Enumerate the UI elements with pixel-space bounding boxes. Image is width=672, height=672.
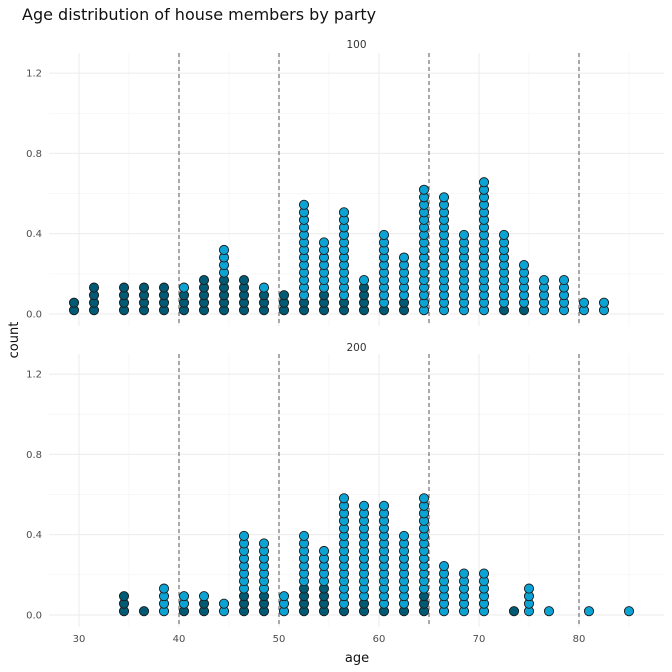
- dot-light: [538, 275, 550, 286]
- dot-light: [458, 568, 470, 579]
- dot-dark: [278, 290, 290, 301]
- y-tick-label: 0.8: [26, 450, 42, 461]
- dot-light: [498, 229, 510, 240]
- dot-light: [258, 538, 270, 549]
- dot-light: [378, 500, 390, 511]
- dot-light: [438, 560, 450, 572]
- dot-light: [358, 500, 370, 511]
- dot-light: [298, 530, 310, 541]
- dot-light: [158, 583, 170, 594]
- x-axis-title: age: [345, 651, 369, 666]
- y-tick-label: 0.4: [26, 229, 42, 240]
- dot-light: [418, 493, 430, 504]
- x-tick-label: 70: [473, 634, 486, 645]
- facet-panels: 0.0 0.4 0.8 1.2 100 0.0 0.4 0.8 1.2 200 30 40 50 60 70…: [26, 39, 664, 645]
- dot-light: [583, 606, 595, 617]
- y-tick-label: 0.8: [26, 149, 42, 160]
- dot-light: [218, 244, 230, 256]
- y-tick-label: 0.4: [26, 530, 42, 541]
- dot-light: [523, 583, 535, 594]
- dot-light: [338, 207, 350, 218]
- dot-light: [178, 591, 190, 602]
- dot-dark: [118, 591, 130, 602]
- dot-dark: [138, 606, 150, 617]
- dot-dark: [198, 275, 210, 286]
- x-tick-label: 60: [373, 634, 386, 645]
- dot-light: [478, 177, 490, 188]
- dot-dark: [158, 282, 170, 293]
- dot-dark: [88, 282, 100, 293]
- dot-light: [518, 259, 530, 271]
- dot-light: [218, 598, 230, 609]
- dot-light: [558, 275, 570, 286]
- dot-light: [398, 530, 410, 541]
- dot-dark: [118, 282, 130, 293]
- dot-light: [623, 606, 635, 617]
- dot-light: [378, 229, 390, 240]
- dot-dark: [138, 282, 150, 293]
- dot-light: [478, 568, 490, 579]
- dot-light: [258, 282, 270, 293]
- x-tick-label: 50: [273, 634, 286, 645]
- dot-light: [543, 606, 555, 617]
- dot-light: [178, 282, 190, 293]
- dot-light: [578, 297, 590, 308]
- facet-panel-200: 0.0 0.4 0.8 1.2 200: [26, 342, 664, 627]
- x-tick-label: 30: [73, 634, 86, 645]
- dot-light: [238, 530, 250, 541]
- dot-light: [458, 229, 470, 240]
- dot-dark: [238, 275, 250, 286]
- dot-light: [198, 591, 210, 602]
- dot-light: [438, 192, 450, 203]
- dot-light: [318, 545, 330, 557]
- y-tick-label: 0.0: [26, 309, 42, 320]
- dot-dark: [508, 606, 520, 617]
- dot-light: [398, 252, 410, 263]
- x-tick-label: 40: [173, 634, 186, 645]
- y-tick-label: 1.2: [26, 69, 42, 80]
- x-tick-label: 80: [573, 634, 586, 645]
- dot-dark: [68, 297, 80, 308]
- y-axis-title: count: [7, 322, 22, 359]
- y-tick-label: 1.2: [26, 370, 42, 381]
- dot-light: [298, 199, 310, 210]
- chart-title: Age distribution of house members by par…: [22, 5, 376, 24]
- dot-light: [358, 275, 370, 286]
- facet-strip-label: 100: [346, 39, 366, 51]
- dot-light: [278, 591, 290, 602]
- y-tick-label: 0.0: [26, 610, 42, 621]
- dot-light: [418, 184, 430, 195]
- dot-light: [598, 297, 610, 308]
- dot-light: [318, 237, 330, 248]
- facet-strip-label: 200: [346, 342, 366, 354]
- dot-light: [338, 493, 350, 504]
- facet-panel-100: 0.0 0.4 0.8 1.2 100: [26, 39, 664, 326]
